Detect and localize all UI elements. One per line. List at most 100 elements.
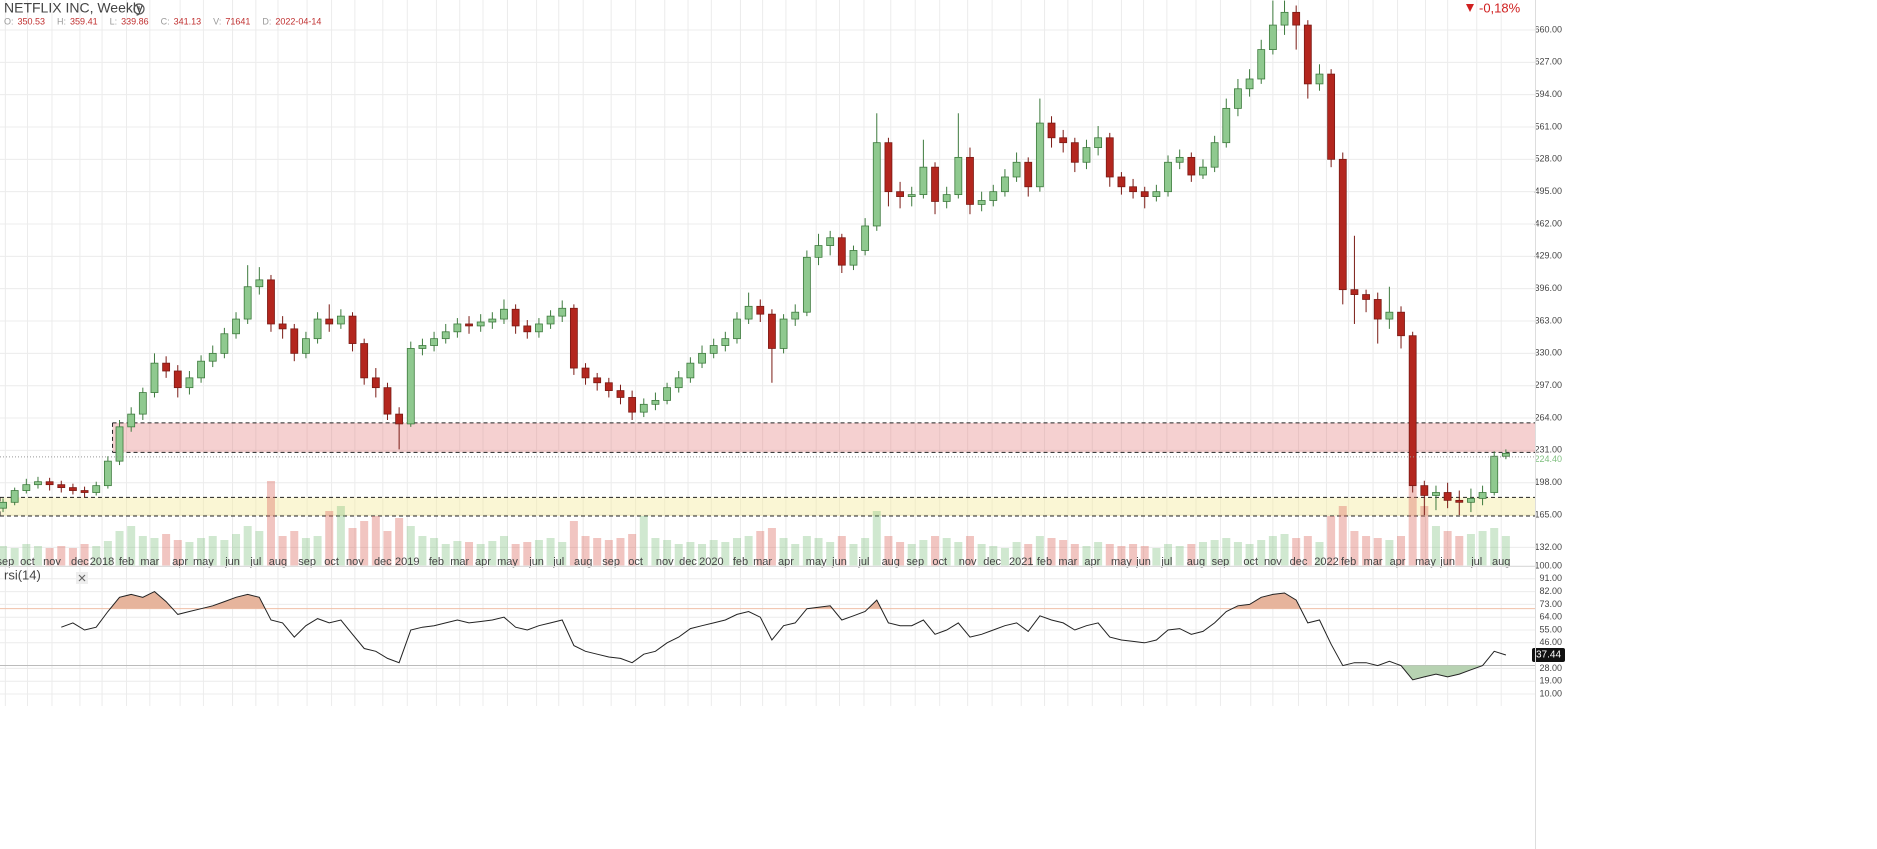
volume-bar bbox=[1198, 542, 1207, 566]
candle-body bbox=[348, 315, 357, 344]
info-label: L: bbox=[110, 16, 118, 26]
volume-bar bbox=[127, 526, 136, 566]
candle-body bbox=[127, 413, 136, 428]
candle-body bbox=[1292, 11, 1301, 26]
x-tick-label: aug bbox=[1492, 556, 1510, 568]
volume-bar bbox=[1490, 528, 1499, 566]
candle-body bbox=[243, 286, 252, 320]
volume-bar bbox=[686, 542, 695, 566]
rsi-line bbox=[61, 591, 1507, 681]
chart-title: NETFLIX INC, Weekly bbox=[4, 0, 143, 16]
x-tick-label: apr bbox=[778, 556, 794, 568]
x-tick-label: jun bbox=[831, 556, 847, 568]
y-tick-label: 132.00 bbox=[1534, 542, 1562, 552]
zone bbox=[112, 422, 1536, 453]
volume-bar bbox=[1385, 540, 1394, 566]
volume-bar bbox=[1501, 536, 1510, 566]
x-tick-label: 2019 bbox=[395, 556, 419, 568]
candle-body bbox=[744, 305, 753, 320]
candle-body bbox=[488, 318, 497, 323]
candle-body bbox=[1175, 156, 1184, 163]
volume-bar bbox=[1362, 536, 1371, 566]
candle-body bbox=[1467, 497, 1475, 503]
candle-body bbox=[768, 313, 776, 349]
volume-bar bbox=[791, 544, 800, 566]
volume-bar bbox=[651, 538, 660, 566]
candle-body bbox=[919, 166, 928, 196]
candles bbox=[0, 0, 1510, 516]
volume-bar bbox=[1268, 536, 1277, 566]
x-tick-label: mar bbox=[140, 556, 159, 568]
x-tick-label: nov bbox=[346, 556, 364, 568]
volume-bar bbox=[1455, 536, 1464, 566]
candle-body bbox=[290, 328, 299, 354]
candle-body bbox=[628, 397, 637, 413]
volume-bar bbox=[173, 540, 182, 566]
volume-bar bbox=[1280, 534, 1289, 566]
candle-body bbox=[57, 484, 66, 489]
volume-bar bbox=[208, 536, 217, 566]
volume-bar bbox=[569, 521, 578, 566]
candle-body bbox=[896, 191, 904, 197]
candle-body bbox=[1164, 161, 1172, 193]
volume-bar bbox=[942, 538, 951, 566]
volume-bar bbox=[1338, 506, 1347, 566]
volume-bar bbox=[732, 538, 741, 566]
volume-bar bbox=[779, 538, 788, 566]
x-tick-label: jun bbox=[528, 556, 544, 568]
candle-body bbox=[1373, 299, 1382, 320]
rsi-tick-label: 82.00 bbox=[1539, 586, 1562, 596]
x-tick-label: 2018 bbox=[90, 556, 114, 568]
y-tick-label: 165.00 bbox=[1534, 509, 1562, 519]
volume-bar bbox=[371, 516, 380, 566]
info-value: 359.41 bbox=[70, 16, 98, 26]
candle-body bbox=[220, 333, 229, 354]
candle-body bbox=[278, 323, 287, 330]
y-tick-label: 429.00 bbox=[1534, 251, 1562, 261]
candle-body bbox=[721, 338, 730, 346]
volume-bar bbox=[115, 531, 124, 566]
volume-bar bbox=[1420, 506, 1429, 566]
candle-body bbox=[989, 191, 998, 201]
candle-body bbox=[954, 156, 963, 196]
volume-bar bbox=[1140, 546, 1149, 566]
candle-body bbox=[313, 318, 322, 340]
volume-bar bbox=[1117, 546, 1126, 566]
candle-body bbox=[802, 256, 811, 313]
volume-bar bbox=[220, 540, 229, 566]
candle-body bbox=[558, 307, 567, 317]
volume-bar bbox=[476, 544, 485, 566]
rsi-tick-label: 46.00 bbox=[1539, 637, 1562, 647]
candle-body bbox=[1210, 142, 1219, 168]
info-label: C: bbox=[161, 16, 170, 26]
candle-body bbox=[1001, 176, 1009, 193]
candle-body bbox=[1094, 137, 1103, 148]
volume-bar bbox=[441, 544, 450, 566]
x-tick-label: mar bbox=[1364, 556, 1383, 568]
clock-icon[interactable] bbox=[133, 3, 145, 15]
candle-body bbox=[1245, 78, 1254, 90]
candle-body bbox=[884, 142, 893, 193]
x-tick-label: apr bbox=[1390, 556, 1406, 568]
volume-bar bbox=[313, 536, 322, 566]
candle-body bbox=[360, 343, 369, 379]
volume-bar bbox=[989, 546, 998, 566]
candle-body bbox=[1082, 147, 1091, 163]
x-tick-label: jun bbox=[1439, 556, 1455, 568]
candle-body bbox=[0, 501, 7, 509]
volume-bar bbox=[767, 528, 776, 566]
volume-bar bbox=[1164, 544, 1173, 566]
volume-bar bbox=[744, 536, 753, 566]
x-tick-label: dec bbox=[374, 556, 392, 568]
y-tick-label: 264.00 bbox=[1534, 412, 1562, 422]
candle-body bbox=[698, 352, 706, 364]
last-price-label: 224.40 bbox=[1534, 454, 1562, 464]
volume-bar bbox=[861, 538, 870, 566]
rsi-tick-label: 28.00 bbox=[1539, 663, 1562, 673]
x-tick-label: jul bbox=[857, 556, 869, 568]
volume-bar bbox=[581, 536, 590, 566]
x-tick-label: aug bbox=[574, 556, 592, 568]
rsi-overbought-fill bbox=[110, 591, 1301, 609]
change-arrow bbox=[1466, 4, 1474, 12]
volume-bar bbox=[1233, 542, 1242, 566]
